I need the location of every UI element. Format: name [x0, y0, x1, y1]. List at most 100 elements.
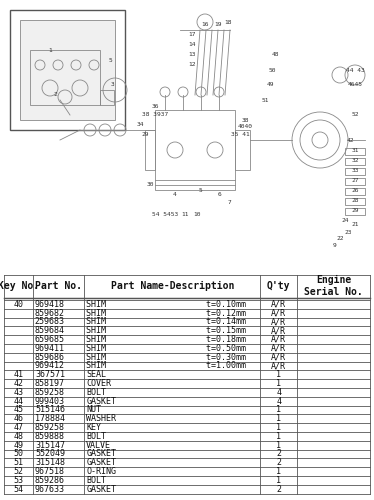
Text: 9: 9: [333, 242, 337, 248]
Text: GASKET: GASKET: [86, 396, 116, 406]
Text: 969411: 969411: [35, 344, 65, 353]
Text: A/R: A/R: [271, 326, 286, 335]
Bar: [345, 188, 365, 195]
Text: 7: 7: [228, 200, 232, 204]
Text: SHIM                    t=0.15mm: SHIM t=0.15mm: [86, 326, 246, 335]
Text: 4040: 4040: [237, 124, 252, 130]
Text: 53: 53: [13, 476, 24, 485]
Text: 1: 1: [276, 432, 281, 441]
Text: 45: 45: [13, 406, 24, 414]
Text: 31: 31: [351, 148, 359, 152]
Text: 44: 44: [13, 396, 24, 406]
Text: SHIM                    t=0.14mm: SHIM t=0.14mm: [86, 318, 246, 326]
Text: BOLT: BOLT: [86, 432, 106, 441]
Text: 4: 4: [173, 192, 177, 198]
Text: 1: 1: [276, 370, 281, 379]
Text: 13: 13: [188, 52, 196, 58]
Text: 367571: 367571: [35, 370, 65, 379]
Text: 969412: 969412: [35, 362, 65, 370]
Bar: [145, 130, 155, 170]
Text: 967633: 967633: [35, 484, 65, 494]
Text: GASKET: GASKET: [86, 458, 116, 467]
Text: 47: 47: [13, 423, 24, 432]
Text: 315148: 315148: [35, 458, 65, 467]
Text: A/R: A/R: [271, 344, 286, 353]
Text: 11: 11: [181, 212, 189, 218]
Text: 30: 30: [146, 182, 154, 188]
Text: NUT: NUT: [86, 406, 101, 414]
Text: A/R: A/R: [271, 318, 286, 326]
Text: SHIM                    t=0.12mm: SHIM t=0.12mm: [86, 308, 246, 318]
Text: GASKET: GASKET: [86, 450, 116, 458]
Text: 35 41: 35 41: [231, 132, 249, 138]
Text: 2: 2: [276, 458, 281, 467]
Text: 38 3937: 38 3937: [142, 112, 168, 117]
Bar: [345, 158, 365, 165]
Text: 859258: 859258: [35, 388, 65, 397]
Text: 969418: 969418: [35, 300, 65, 309]
Text: 18: 18: [224, 20, 232, 24]
Text: 1: 1: [276, 423, 281, 432]
Bar: [235, 130, 250, 170]
Text: 28: 28: [351, 198, 359, 202]
Text: VALVE: VALVE: [86, 440, 111, 450]
Text: 48: 48: [271, 52, 279, 58]
Text: 1: 1: [276, 440, 281, 450]
Text: 515146: 515146: [35, 406, 65, 414]
Text: 42: 42: [346, 138, 354, 142]
Text: COVER: COVER: [86, 379, 111, 388]
Text: 33: 33: [351, 168, 359, 172]
Bar: [345, 148, 365, 155]
Text: A/R: A/R: [271, 335, 286, 344]
Text: 1: 1: [276, 476, 281, 485]
Text: Key No.: Key No.: [0, 281, 39, 291]
Text: A/R: A/R: [271, 300, 286, 309]
Text: 315147: 315147: [35, 440, 65, 450]
Text: BOLT: BOLT: [86, 388, 106, 397]
Text: 52: 52: [13, 467, 24, 476]
Text: 19: 19: [214, 22, 222, 28]
Text: 5: 5: [108, 58, 112, 62]
Bar: [100, 90, 114, 105]
Bar: [20, 20, 115, 120]
Bar: [345, 208, 365, 215]
Text: SHIM                    t=0.18mm: SHIM t=0.18mm: [86, 335, 246, 344]
Text: 859682: 859682: [35, 308, 65, 318]
Text: 859684: 859684: [35, 326, 65, 335]
Text: 52: 52: [351, 112, 359, 117]
Text: 41: 41: [13, 370, 24, 379]
Text: A/R: A/R: [271, 308, 286, 318]
Bar: [345, 168, 365, 175]
Text: 999403: 999403: [35, 396, 65, 406]
Text: 1: 1: [276, 467, 281, 476]
Text: 4: 4: [276, 388, 281, 397]
Text: 259683: 259683: [35, 318, 65, 326]
Text: 24: 24: [341, 218, 349, 222]
Text: 46: 46: [13, 414, 24, 423]
Text: 54: 54: [13, 484, 24, 494]
Text: GASKET: GASKET: [86, 484, 116, 494]
Text: 859888: 859888: [35, 432, 65, 441]
Text: 10: 10: [193, 212, 201, 218]
Text: 2: 2: [276, 450, 281, 458]
Text: SHIM                    t=0.50mm: SHIM t=0.50mm: [86, 344, 246, 353]
Text: SHIM                    t=0.30mm: SHIM t=0.30mm: [86, 352, 246, 362]
Text: 859258: 859258: [35, 423, 65, 432]
Text: 32: 32: [351, 158, 359, 162]
Text: WASHER: WASHER: [86, 414, 116, 423]
Text: 38: 38: [241, 118, 249, 122]
Text: 17: 17: [188, 32, 196, 38]
Text: 552049: 552049: [35, 450, 65, 458]
Text: 54 5453: 54 5453: [152, 212, 178, 218]
Text: 6: 6: [218, 192, 222, 198]
Text: BOLT: BOLT: [86, 476, 106, 485]
Text: 3: 3: [111, 82, 115, 87]
Text: 14: 14: [188, 42, 196, 48]
Bar: [155, 110, 235, 190]
Text: 29: 29: [141, 132, 149, 138]
Text: 1: 1: [48, 48, 52, 52]
Bar: [345, 178, 365, 185]
Text: 178884: 178884: [35, 414, 65, 423]
Text: 5: 5: [198, 188, 202, 192]
Text: SHIM                    t=1.00mm: SHIM t=1.00mm: [86, 362, 246, 370]
